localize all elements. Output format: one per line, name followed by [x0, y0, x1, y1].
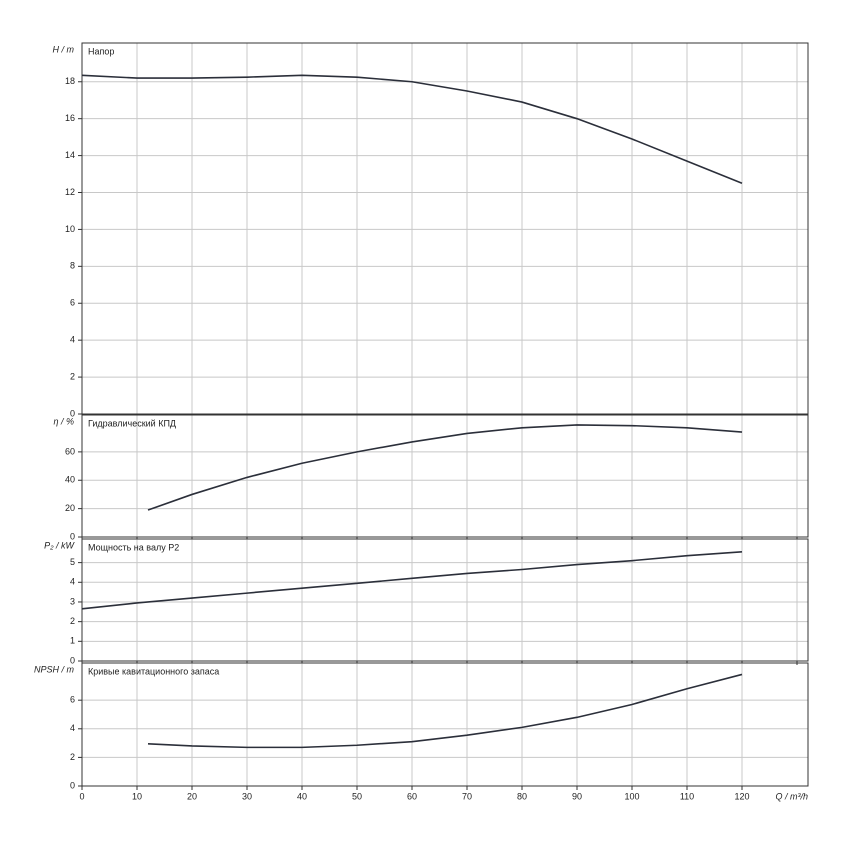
x-tick-label: 120: [734, 791, 749, 801]
x-tick-label: 30: [242, 791, 252, 801]
y-tick-label: 2: [70, 371, 75, 381]
y-tick-label: 18: [65, 76, 75, 86]
x-tick-label: 50: [352, 791, 362, 801]
y-axis-label: NPSH / m: [34, 664, 75, 674]
y-tick-label: 20: [65, 503, 75, 513]
y-tick-label: 16: [65, 113, 75, 123]
y-tick-label: 4: [70, 723, 75, 733]
plot-frame: [81, 414, 809, 538]
x-tick-label: 0: [79, 791, 84, 801]
y-axis-label: P₂ / kW: [44, 540, 75, 550]
x-axis-label: Q / m³/h: [775, 791, 808, 801]
curve: [147, 424, 743, 511]
panel-title: Мощность на валу P2: [88, 542, 179, 552]
x-tick-label: 60: [407, 791, 417, 801]
y-tick-label: 6: [70, 695, 75, 705]
y-tick-label: 12: [65, 187, 75, 197]
panel-title: Напор: [88, 46, 114, 56]
y-tick-label: 60: [65, 446, 75, 456]
y-tick-label: 0: [70, 780, 75, 790]
y-tick-label: 4: [70, 335, 75, 345]
plot-frame: [81, 662, 809, 787]
x-tick-label: 40: [297, 791, 307, 801]
panel-title: Гидравлический КПД: [88, 418, 176, 428]
x-tick-label: 110: [680, 791, 694, 801]
y-tick-label: 4: [70, 577, 75, 587]
curve: [147, 673, 743, 749]
x-tick-label: 90: [572, 791, 582, 801]
y-tick-label: 8: [70, 261, 75, 271]
y-axis-label: H / m: [53, 44, 75, 54]
x-tick-label: 80: [517, 791, 527, 801]
y-tick-label: 1: [70, 636, 75, 646]
y-tick-label: 2: [70, 752, 75, 762]
plot-frame: [81, 42, 809, 415]
y-tick-label: 14: [65, 150, 75, 160]
y-tick-label: 0: [70, 531, 75, 541]
curve: [81, 550, 743, 610]
y-tick-label: 5: [70, 557, 75, 567]
y-tick-label: 40: [65, 475, 75, 485]
x-tick-label: 100: [624, 791, 639, 801]
y-tick-label: 0: [70, 408, 75, 418]
panel-title: Кривые кавитационного запаса: [88, 666, 219, 676]
y-tick-label: 6: [70, 298, 75, 308]
y-tick-label: 0: [70, 655, 75, 665]
x-tick-label: 10: [132, 791, 142, 801]
y-tick-label: 3: [70, 596, 75, 606]
y-tick-label: 2: [70, 616, 75, 626]
y-tick-label: 10: [65, 224, 75, 234]
x-tick-label: 70: [462, 791, 472, 801]
y-axis-label: η / %: [53, 416, 74, 426]
curve: [81, 74, 743, 185]
x-tick-label: 20: [187, 791, 197, 801]
plot-frame: [81, 538, 809, 662]
